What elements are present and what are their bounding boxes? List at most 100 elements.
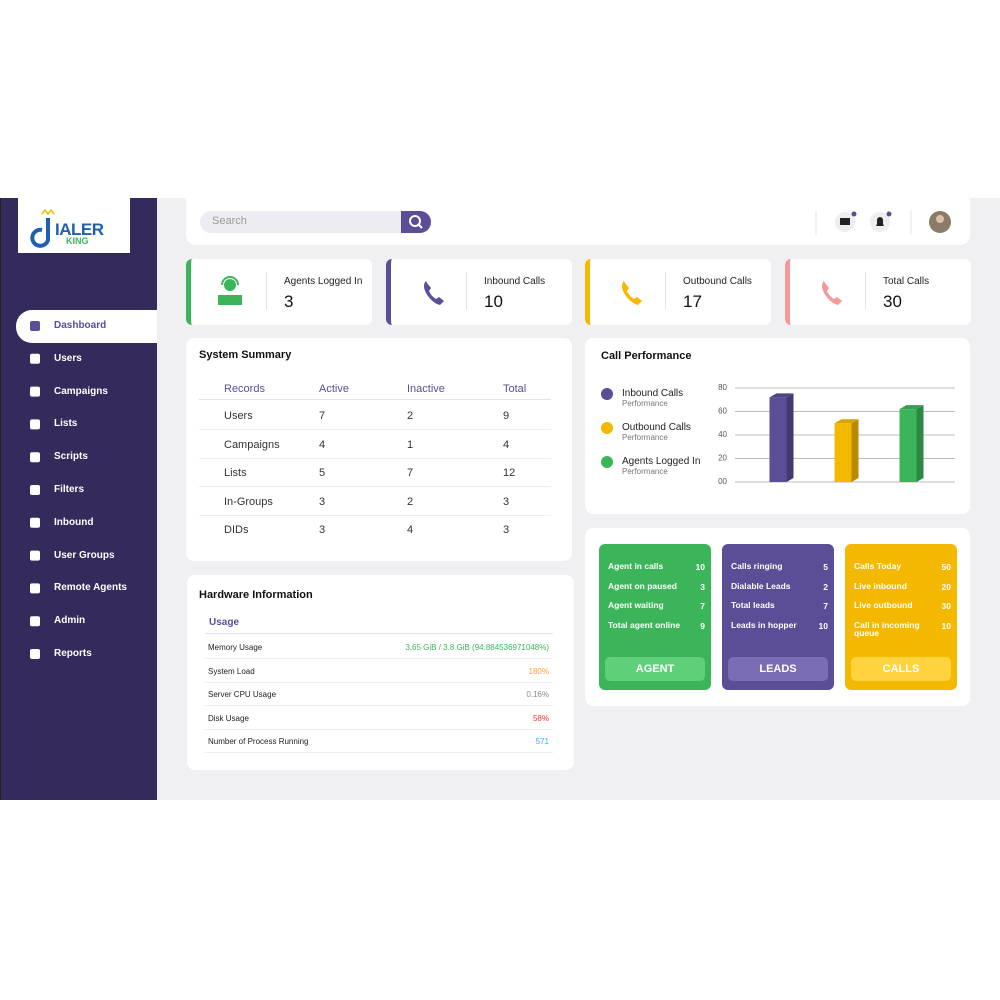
table-cell: Lists bbox=[224, 467, 247, 480]
search-button[interactable] bbox=[401, 211, 431, 233]
legend-note: Performance bbox=[622, 467, 668, 476]
table-cell: 3 bbox=[319, 495, 326, 508]
sidebar-item[interactable]: Users bbox=[54, 352, 82, 364]
column-header: Records bbox=[224, 383, 265, 395]
hardware-value: 3.65 GiB / 3.8 GiB (94.884536971048%) bbox=[405, 643, 549, 652]
search-placeholder: Search bbox=[212, 215, 247, 227]
search-box[interactable] bbox=[200, 211, 431, 233]
panel-label: Call in incoming queue bbox=[854, 620, 920, 639]
sidebar-item[interactable]: Scripts bbox=[54, 451, 88, 463]
table-cell: 4 bbox=[503, 438, 510, 451]
hardware-card bbox=[187, 575, 574, 770]
bar-side bbox=[916, 405, 924, 482]
panel-button[interactable]: AGENT bbox=[605, 657, 705, 681]
stat-divider bbox=[665, 272, 666, 310]
sidebar-icon bbox=[30, 321, 40, 331]
legend-dot bbox=[601, 456, 613, 468]
stat-value: 30 bbox=[883, 292, 902, 311]
agent-icon bbox=[218, 276, 242, 305]
panel-value: 3 bbox=[700, 581, 705, 592]
logo-d bbox=[30, 218, 50, 248]
table-cell: 2 bbox=[407, 410, 414, 422]
y-tick-label: 60 bbox=[718, 407, 727, 416]
stat-divider bbox=[466, 272, 467, 310]
stat-icons bbox=[218, 276, 842, 305]
panel-label: Agent waiting bbox=[608, 600, 664, 611]
sidebar-icon bbox=[30, 649, 40, 659]
mail-dot bbox=[851, 211, 857, 217]
sidebar-item[interactable]: Remote Agents bbox=[54, 582, 127, 594]
avatar-face bbox=[936, 215, 944, 223]
sidebar-icon bbox=[30, 386, 40, 397]
sidebar-item[interactable]: Filters bbox=[54, 484, 85, 495]
table-cell: 3 bbox=[503, 495, 510, 508]
sidebar-item[interactable]: User Groups bbox=[54, 549, 115, 561]
table-cell: 1 bbox=[407, 438, 414, 451]
logo-graphic bbox=[30, 208, 55, 248]
panel-value: 10 bbox=[695, 562, 705, 572]
row-rule bbox=[205, 681, 553, 683]
hardware-label: Disk Usage bbox=[208, 713, 249, 723]
mail-icon bbox=[840, 218, 850, 225]
panel-button[interactable]: LEADS bbox=[728, 657, 828, 681]
system-summary-card bbox=[186, 338, 572, 561]
stat-card bbox=[785, 259, 971, 325]
stat-value: 10 bbox=[484, 292, 503, 311]
bar-top bbox=[834, 419, 859, 424]
y-tick-label: 00 bbox=[718, 477, 727, 486]
bar bbox=[899, 409, 917, 482]
row-rule bbox=[199, 429, 551, 430]
logo-subtext: KING bbox=[66, 236, 89, 246]
column-header: Total bbox=[503, 383, 527, 395]
bar-chart: 00 20 40 60 80 bbox=[718, 383, 955, 486]
section-rule bbox=[205, 633, 553, 634]
row-rule bbox=[205, 705, 553, 706]
panel-value: 50 bbox=[941, 562, 951, 572]
bar-top bbox=[769, 393, 794, 398]
panel-label: Leads in hopper bbox=[731, 620, 797, 631]
outbound-icon bbox=[622, 281, 642, 305]
sidebar-item[interactable]: Campaigns bbox=[54, 385, 108, 397]
table-cell: 4 bbox=[407, 524, 414, 537]
sidebar-icon bbox=[30, 517, 40, 528]
table-cell: 12 bbox=[503, 467, 516, 480]
panel-value: 5 bbox=[823, 562, 828, 572]
section-title: Usage bbox=[209, 617, 240, 628]
column-header: Active bbox=[319, 383, 349, 395]
panel-button[interactable]: CALLS bbox=[851, 657, 951, 681]
panel-label: Agent in calls bbox=[608, 561, 664, 571]
row-rule bbox=[205, 658, 553, 659]
table-cell: 5 bbox=[319, 467, 326, 480]
table-cell: DIDs bbox=[224, 524, 249, 537]
sidebar-item[interactable]: Reports bbox=[54, 648, 92, 659]
top-icons bbox=[815, 211, 951, 235]
legend-label: Agents Logged In bbox=[622, 456, 701, 467]
panel-label: Live inbound bbox=[854, 580, 907, 591]
row-rule bbox=[199, 514, 551, 516]
table-cell: 3 bbox=[319, 524, 326, 537]
panel-value: 7 bbox=[700, 601, 705, 612]
sidebar-item[interactable]: Lists bbox=[54, 418, 78, 430]
logo-box bbox=[18, 198, 130, 253]
stat-divider bbox=[865, 272, 866, 310]
search-icon bbox=[409, 215, 423, 229]
sidebar-item[interactable]: Admin bbox=[54, 615, 86, 627]
header-rule bbox=[199, 399, 551, 400]
hardware-value: 58% bbox=[532, 713, 549, 723]
bar bbox=[769, 397, 787, 482]
sidebar-item[interactable]: Inbound bbox=[54, 516, 94, 528]
stat-value: 3 bbox=[284, 292, 294, 311]
sidebar-item[interactable]: Dashboard bbox=[54, 320, 107, 331]
table-cell: Users bbox=[224, 410, 253, 422]
sidebar-icon bbox=[30, 419, 40, 430]
hardware-value: 571 bbox=[535, 737, 549, 746]
panel-value: 2 bbox=[823, 581, 828, 592]
panel-label: Live outbound bbox=[854, 600, 913, 611]
bar-side bbox=[851, 419, 859, 482]
legend-label: Inbound Calls bbox=[622, 388, 684, 399]
panel-value: 20 bbox=[941, 581, 951, 592]
sidebar-icon bbox=[30, 353, 40, 364]
panel-label: Total leads bbox=[731, 600, 775, 611]
bar-side bbox=[786, 393, 794, 482]
